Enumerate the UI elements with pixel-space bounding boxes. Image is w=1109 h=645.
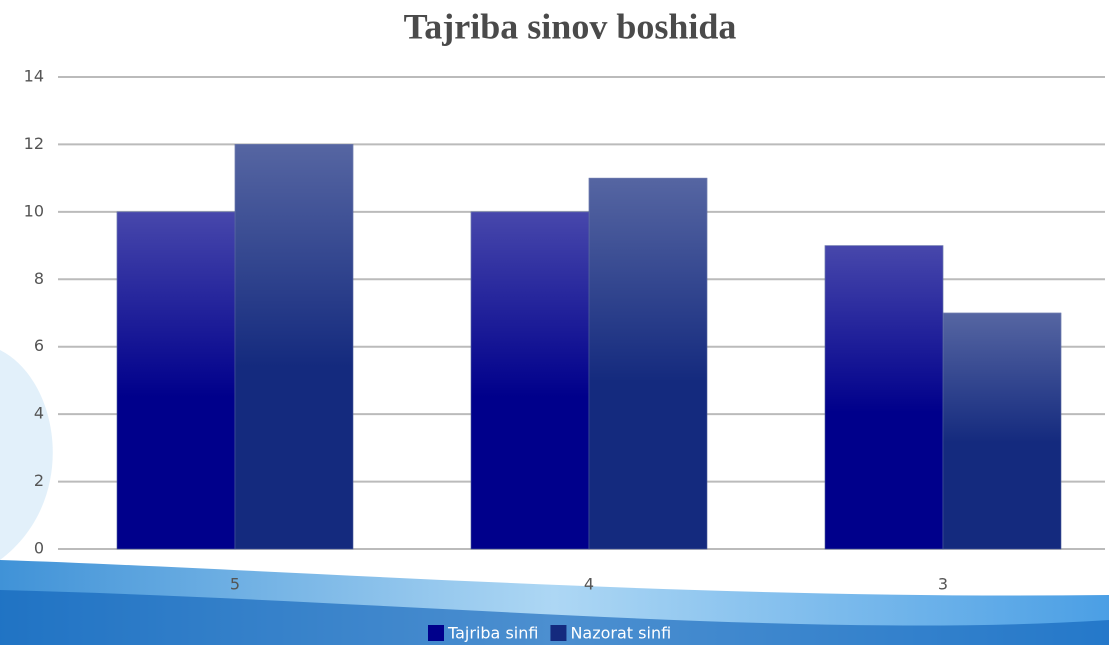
y-tick-label: 6 (34, 336, 44, 355)
x-tick-label: 4 (584, 575, 594, 594)
bar-shine (825, 246, 943, 549)
x-tick-label: 5 (230, 575, 240, 594)
y-tick-label: 0 (34, 539, 44, 558)
chart-title: Tajriba sinov boshida (404, 6, 737, 46)
bar-shine (943, 313, 1061, 549)
legend-label: Nazorat sinfi (570, 624, 671, 643)
y-tick-label: 2 (34, 471, 44, 490)
y-tick-label: 8 (34, 269, 44, 288)
legend-label: Tajriba sinfi (447, 624, 538, 643)
bar-shine (235, 144, 353, 549)
y-tick-label: 10 (24, 201, 44, 220)
bar-shine (117, 212, 235, 549)
y-tick-label: 12 (24, 134, 44, 153)
x-tick-label: 3 (938, 575, 948, 594)
y-tick-label: 14 (24, 67, 44, 86)
legend-swatch (428, 625, 444, 641)
legend-swatch (550, 625, 566, 641)
bar-shine (589, 178, 707, 549)
chart: Tajriba sinov boshida Tajriba sinfi Nazor… (0, 0, 1109, 645)
y-tick-label: 4 (34, 404, 44, 423)
bar-shine (471, 212, 589, 549)
